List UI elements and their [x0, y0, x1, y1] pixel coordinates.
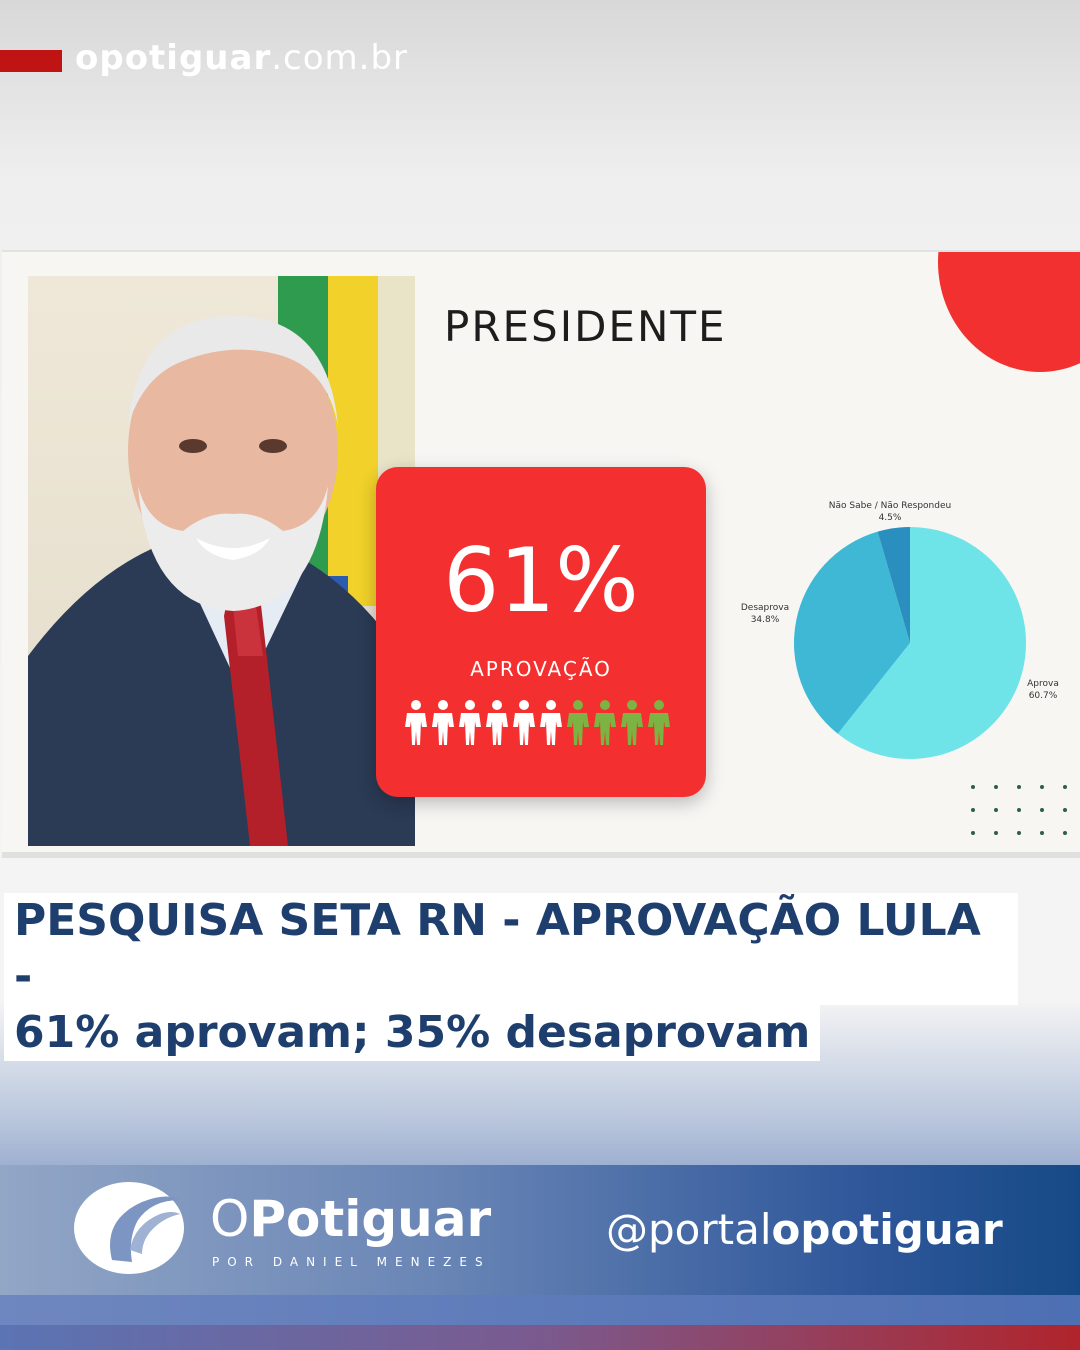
person-icon — [405, 700, 427, 745]
person-icon — [540, 700, 562, 745]
footer-band-bottom — [0, 1325, 1080, 1350]
person-icon — [621, 700, 643, 745]
pie-svg — [794, 527, 1026, 759]
pie-label-desaprova: Desaprova 34.8% — [730, 602, 800, 626]
people-icons — [405, 700, 670, 745]
pie-label-nao-sabe-name: Não Sabe / Não Respondeu — [828, 501, 952, 511]
pie-slice-desaprova — [794, 531, 910, 734]
person-icon — [486, 700, 508, 745]
person-icon — [594, 700, 616, 745]
decorative-red-circle — [938, 252, 1080, 372]
person-icon — [567, 700, 589, 745]
slide-title: PRESIDENTE — [444, 302, 727, 351]
opotiguar-logo-icon — [74, 1182, 184, 1274]
site-url-bold: opotiguar — [75, 38, 272, 78]
pie-label-nao-sabe-value: 4.5% — [878, 513, 902, 523]
logo-byline: POR DANIEL MENEZES — [212, 1255, 491, 1269]
pie-label-desaprova-name: Desaprova — [740, 603, 790, 613]
approval-card: 61% APROVAÇÃO — [376, 467, 706, 797]
headline-line-1: PESQUISA SETA RN - APROVAÇÃO LULA - — [4, 893, 1018, 1005]
person-icon — [648, 700, 670, 745]
person-icon — [513, 700, 535, 745]
president-photo — [28, 276, 415, 846]
pie-label-nao-sabe: Não Sabe / Não Respondeu 4.5% — [800, 500, 980, 524]
site-accent-bar — [0, 50, 62, 72]
poll-slide: PRESIDENTE 61% APROVAÇÃO Não Sabe / Não … — [2, 250, 1080, 858]
portrait-illustration — [28, 276, 415, 846]
social-handle[interactable]: @portalopotiguar — [606, 1205, 1003, 1254]
footer-band-lower — [0, 1295, 1080, 1325]
logo-prefix: O — [210, 1190, 250, 1248]
logo-wordmark: OPotiguar — [210, 1190, 491, 1248]
pie-label-aprova-value: 60.7% — [1028, 691, 1058, 701]
logo-main: Potiguar — [249, 1190, 492, 1248]
approval-value: 61% — [443, 529, 639, 632]
headline[interactable]: PESQUISA SETA RN - APROVAÇÃO LULA - 61% … — [4, 893, 1018, 1061]
decorative-dot-grid — [971, 785, 1067, 835]
pie-label-aprova-name: Aprova — [1027, 679, 1059, 689]
handle-prefix: @portal — [606, 1205, 772, 1254]
pie-chart: Não Sabe / Não Respondeu 4.5% Desaprova … — [730, 490, 1070, 770]
pie-slice-nao-sabe — [877, 527, 910, 643]
pie-label-aprova: Aprova 60.7% — [1018, 678, 1068, 702]
headline-line-2: 61% aprovam; 35% desaprovam — [4, 1005, 821, 1061]
approval-label: APROVAÇÃO — [470, 657, 612, 681]
person-icon — [459, 700, 481, 745]
handle-bold: opotiguar — [771, 1205, 1003, 1254]
person-icon — [432, 700, 454, 745]
site-url-domain: .com.br — [271, 38, 409, 78]
pie-slice-aprova — [837, 527, 1026, 759]
pie-label-desaprova-value: 34.8% — [750, 615, 780, 625]
site-url[interactable]: opotiguar.com.br — [75, 38, 408, 78]
